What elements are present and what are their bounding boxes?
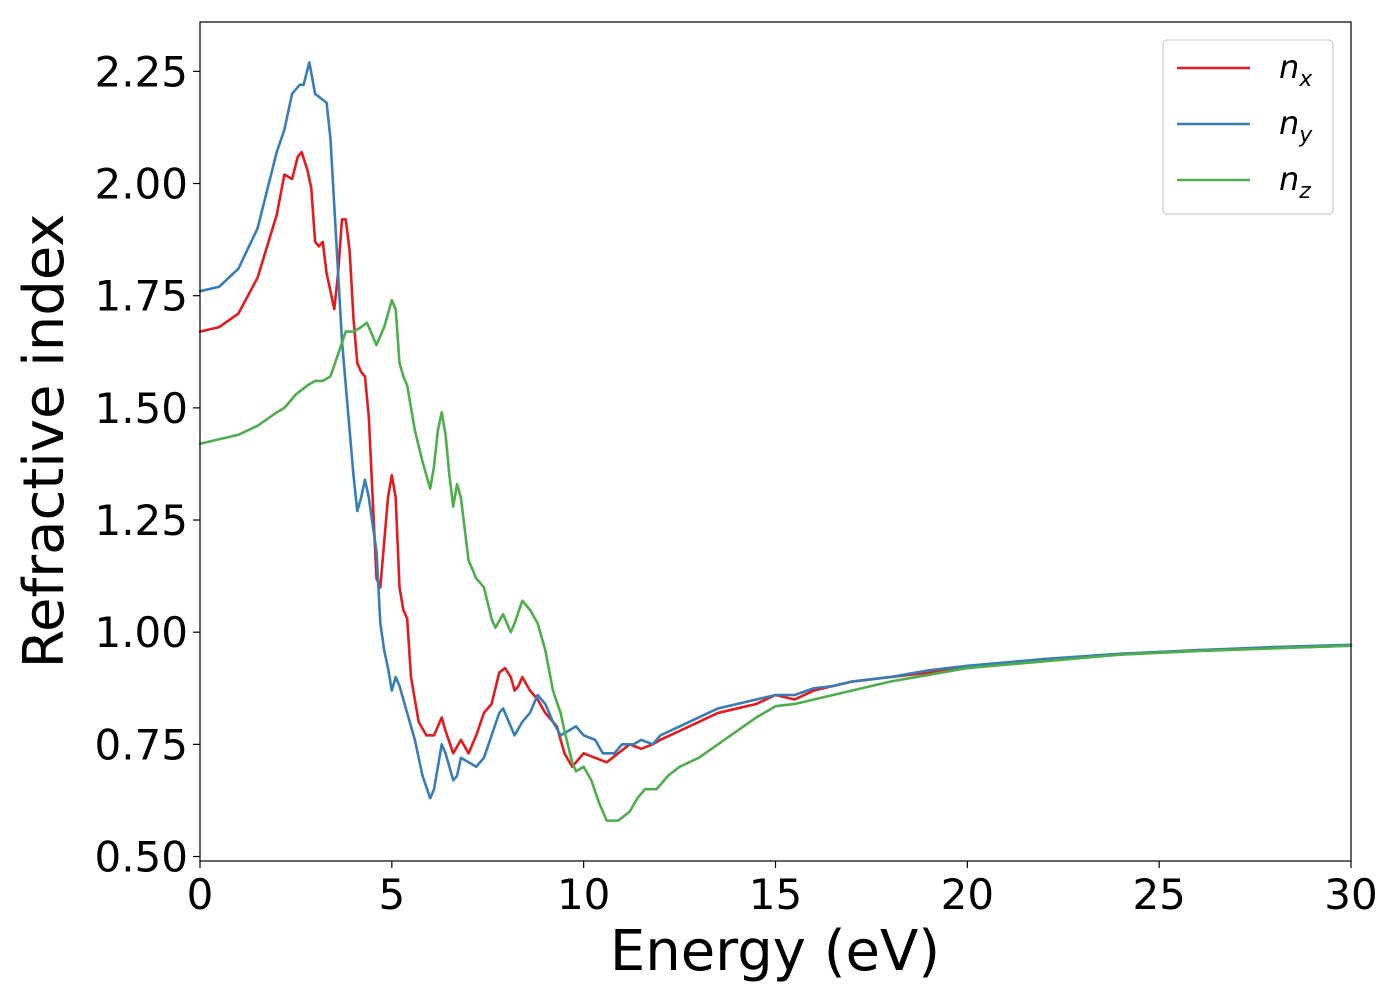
legend-box bbox=[1162, 39, 1334, 215]
y-axis-label: Refractive index bbox=[12, 214, 77, 669]
y-tick-label: 2.00 bbox=[94, 160, 188, 209]
y-tick-label: 1.25 bbox=[94, 496, 188, 545]
y-tick-label: 2.25 bbox=[94, 47, 188, 96]
series-line-n-z bbox=[198, 298, 1353, 822]
x-tick-label: 25 bbox=[1132, 870, 1185, 919]
legend-label-n-z: nz bbox=[1279, 160, 1311, 204]
x-tick-label: 15 bbox=[749, 870, 802, 919]
y-tick-label: 1.50 bbox=[94, 384, 188, 433]
y-tick-label: 0.50 bbox=[94, 833, 188, 882]
series-layer bbox=[198, 61, 1353, 822]
x-tick-label: 20 bbox=[941, 870, 994, 919]
x-axis-ticks: 0 5 10 15 20 25 30 bbox=[187, 861, 1378, 919]
legend-label-n-y: ny bbox=[1279, 104, 1313, 148]
series-line-n-x bbox=[198, 150, 1353, 769]
plot-area bbox=[200, 22, 1351, 861]
x-tick-label: 0 bbox=[187, 870, 214, 919]
x-tick-label: 30 bbox=[1324, 870, 1377, 919]
y-tick-label: 0.75 bbox=[94, 720, 188, 769]
y-axis-ticks: 0.50 0.75 1.00 1.25 1.50 1.75 2.00 2.25 bbox=[94, 47, 200, 882]
x-axis-label: Energy (eV) bbox=[610, 919, 940, 984]
legend-label-n-x: nx bbox=[1279, 48, 1313, 92]
y-tick-label: 1.00 bbox=[94, 608, 188, 657]
y-tick-label: 1.75 bbox=[94, 272, 188, 321]
series-line-n-y bbox=[198, 61, 1353, 800]
x-tick-label: 5 bbox=[378, 870, 405, 919]
x-tick-label: 10 bbox=[557, 870, 610, 919]
legend: nx ny nz bbox=[1162, 39, 1334, 215]
